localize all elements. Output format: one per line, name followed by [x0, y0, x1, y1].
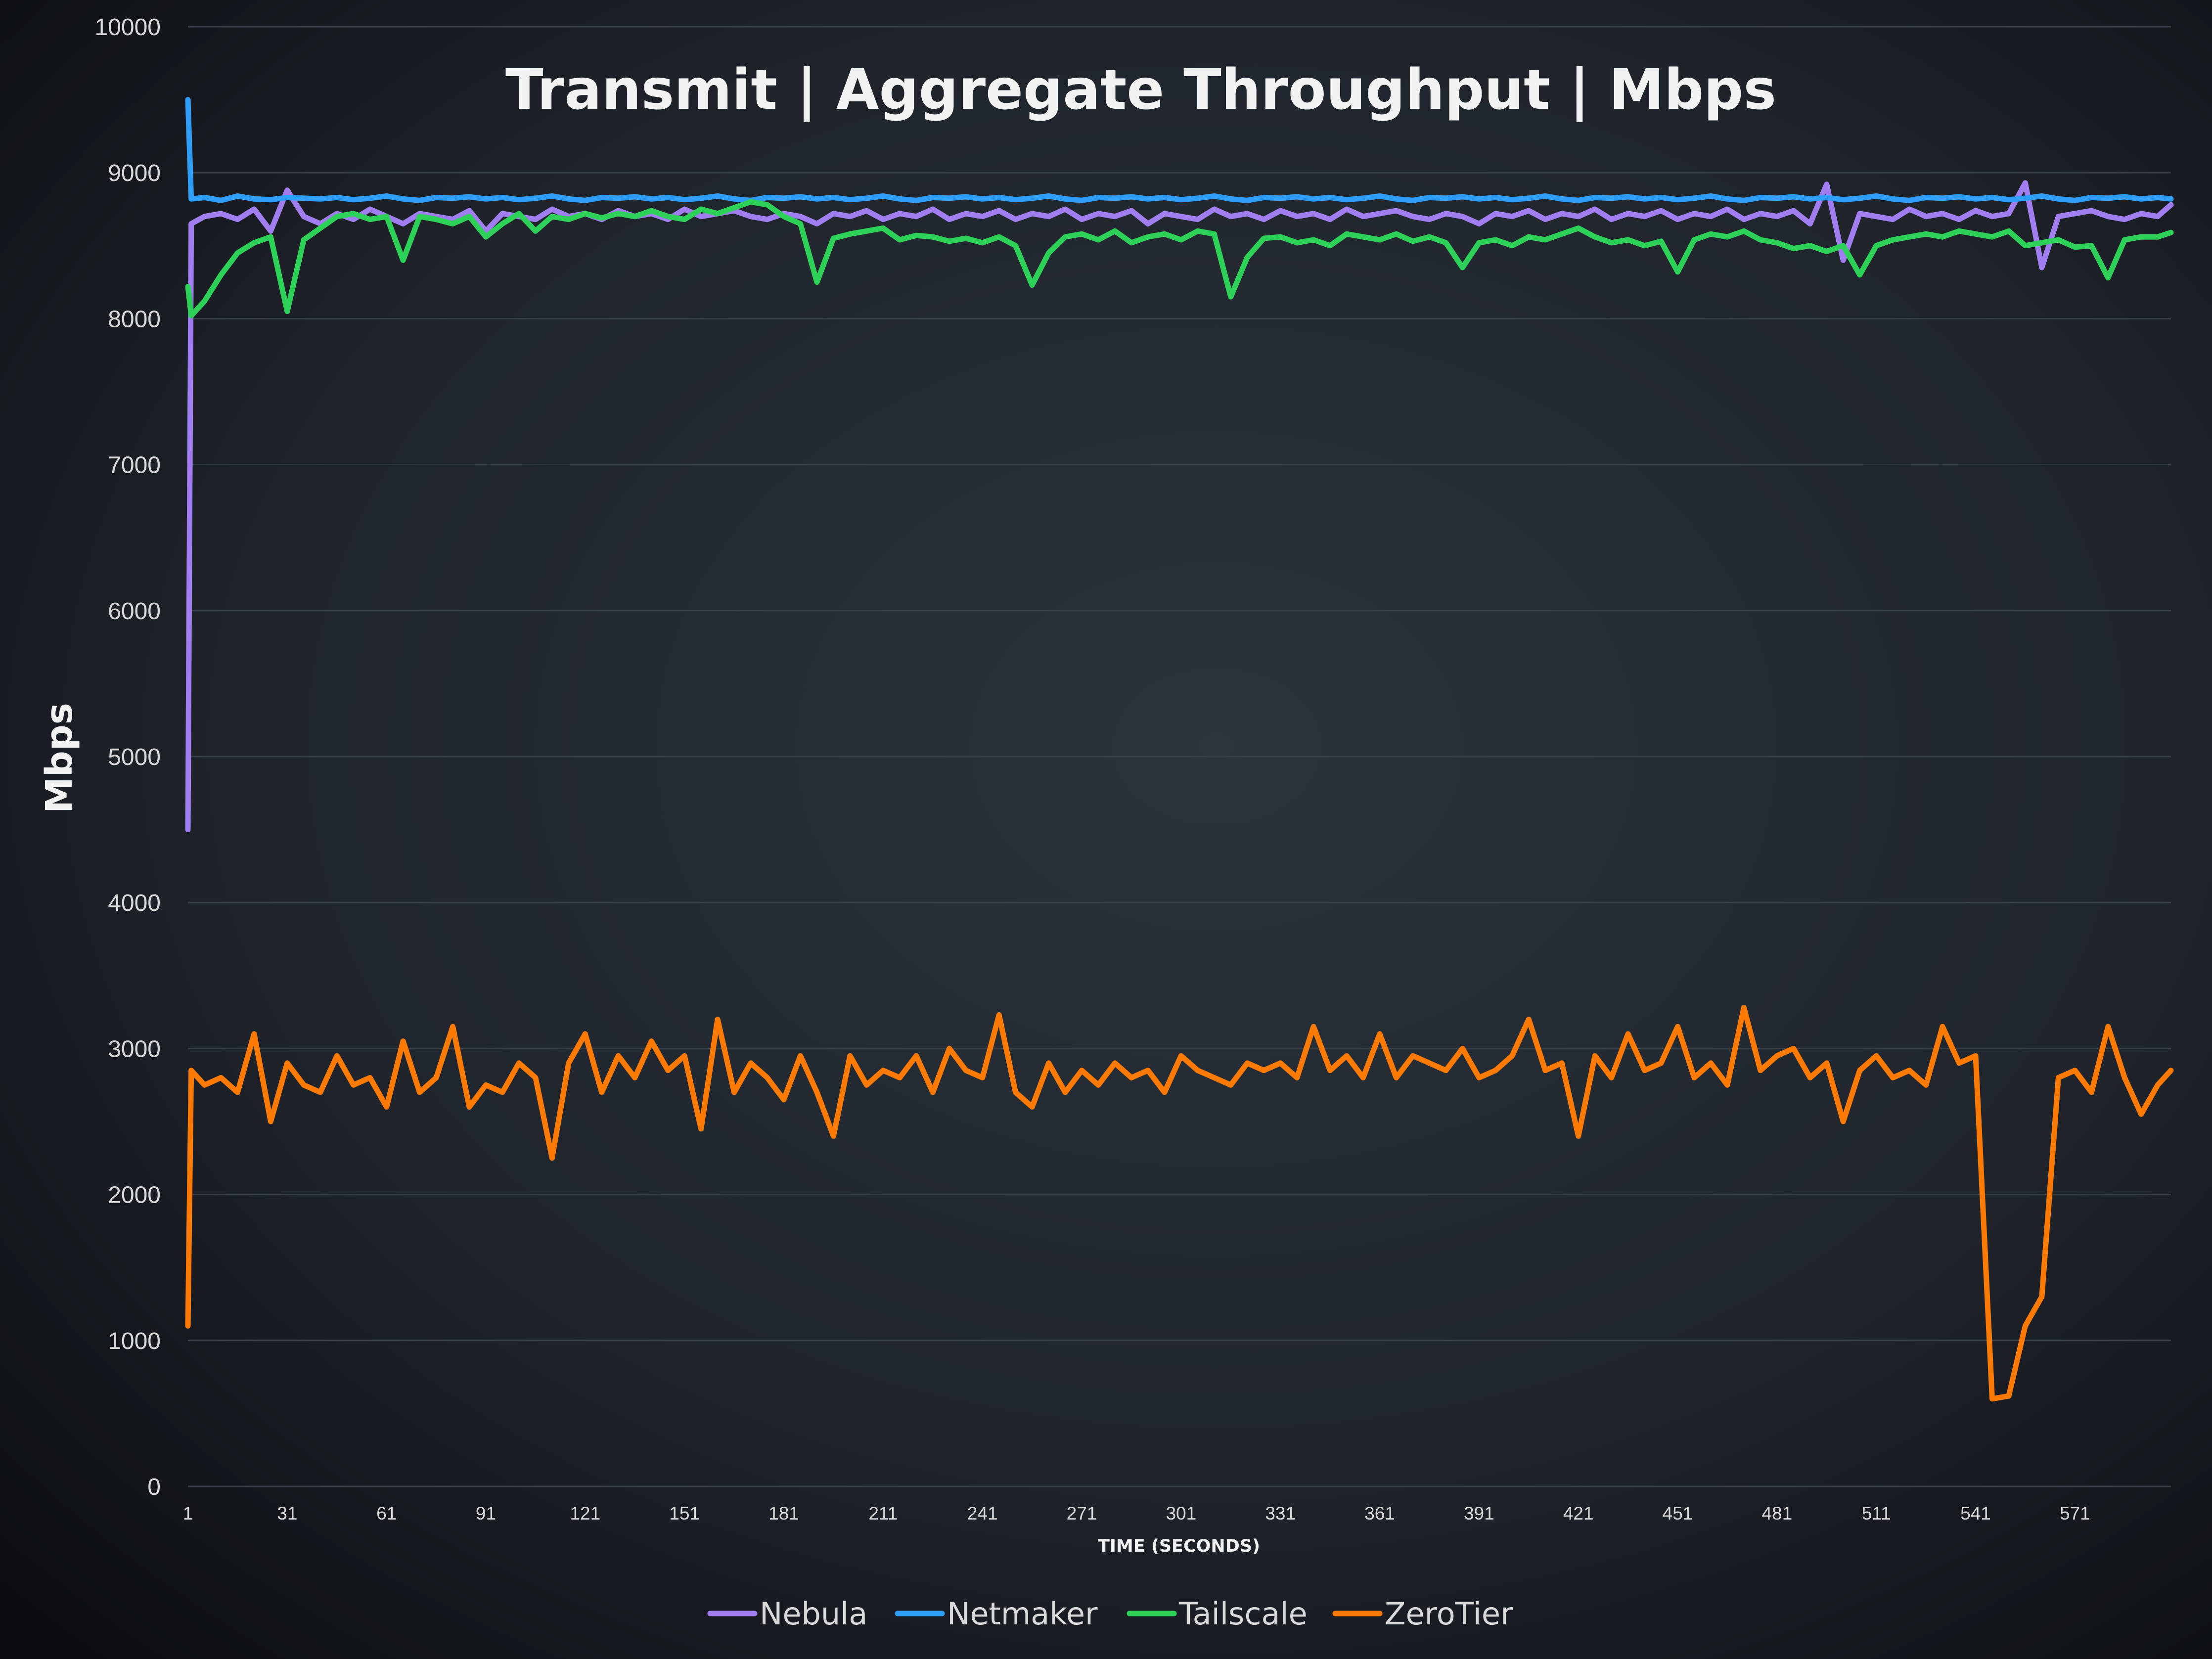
- y-tick-label: 9000: [108, 160, 161, 186]
- legend-item-netmaker: Netmaker: [895, 1596, 1098, 1632]
- legend-item-nebula: Nebula: [707, 1596, 867, 1632]
- y-tick-label: 5000: [108, 744, 161, 770]
- x-tick-label: 31: [277, 1503, 297, 1524]
- legend-item-tailscale: Tailscale: [1127, 1596, 1308, 1632]
- y-tick-label: 10000: [95, 14, 161, 41]
- y-axis-title: Mbps: [38, 703, 81, 813]
- x-tick-label: 391: [1464, 1503, 1494, 1524]
- y-tick-label: 3000: [108, 1036, 161, 1062]
- y-tick-label: 6000: [108, 598, 161, 625]
- x-tick-label: 511: [1862, 1503, 1891, 1524]
- x-tick-label: 241: [967, 1503, 998, 1524]
- x-tick-label: 1: [183, 1503, 193, 1524]
- x-axis-title: TIME (SECONDS): [1098, 1536, 1260, 1556]
- x-tick-label: 271: [1067, 1503, 1097, 1524]
- chart-title: Transmit | Aggregate Throughput | Mbps: [505, 58, 1776, 122]
- x-tick-label: 301: [1166, 1503, 1196, 1524]
- x-tick-label: 331: [1265, 1503, 1296, 1524]
- x-tick-label: 481: [1761, 1503, 1792, 1524]
- series-lines: [185, 97, 2174, 1402]
- y-axis-ticks: 0 1000 2000 3000 4000 5000 6000 7000 8000 9000 100…: [95, 14, 161, 1500]
- x-tick-label: 541: [1960, 1503, 1991, 1524]
- x-tick-label: 61: [376, 1503, 397, 1524]
- gridlines: [188, 26, 2171, 1487]
- x-tick-label: 571: [2060, 1503, 2090, 1524]
- legend-label: Netmaker: [947, 1596, 1098, 1632]
- legend: Nebula Netmaker Tailscale ZeroTier: [707, 1596, 1513, 1632]
- x-tick-label: 151: [669, 1503, 700, 1524]
- legend-label: ZeroTier: [1385, 1596, 1513, 1632]
- y-tick-label: 7000: [108, 452, 161, 479]
- x-axis-ticks: 1 31 61 91 121 151 181 211 241 271 301 331 361 391 421…: [183, 1503, 2090, 1524]
- x-tick-label: 91: [476, 1503, 496, 1524]
- x-tick-label: 421: [1563, 1503, 1594, 1524]
- x-tick-label: 211: [868, 1503, 898, 1524]
- series-line-zerotier: [185, 1005, 2174, 1402]
- y-tick-label: 1000: [108, 1328, 161, 1354]
- y-tick-label: 2000: [108, 1182, 161, 1209]
- x-tick-label: 361: [1364, 1503, 1395, 1524]
- x-tick-label: 181: [768, 1503, 799, 1524]
- series-line-netmaker: [185, 97, 2174, 203]
- legend-label: Tailscale: [1178, 1596, 1308, 1632]
- legend-label: Nebula: [760, 1596, 867, 1632]
- x-tick-label: 451: [1663, 1503, 1693, 1524]
- y-tick-label: 0: [147, 1474, 161, 1500]
- x-tick-label: 121: [570, 1503, 600, 1524]
- y-tick-label: 8000: [108, 306, 161, 332]
- y-tick-label: 4000: [108, 890, 161, 916]
- legend-item-zerotier: ZeroTier: [1332, 1596, 1513, 1632]
- series-line-tailscale: [185, 199, 2174, 318]
